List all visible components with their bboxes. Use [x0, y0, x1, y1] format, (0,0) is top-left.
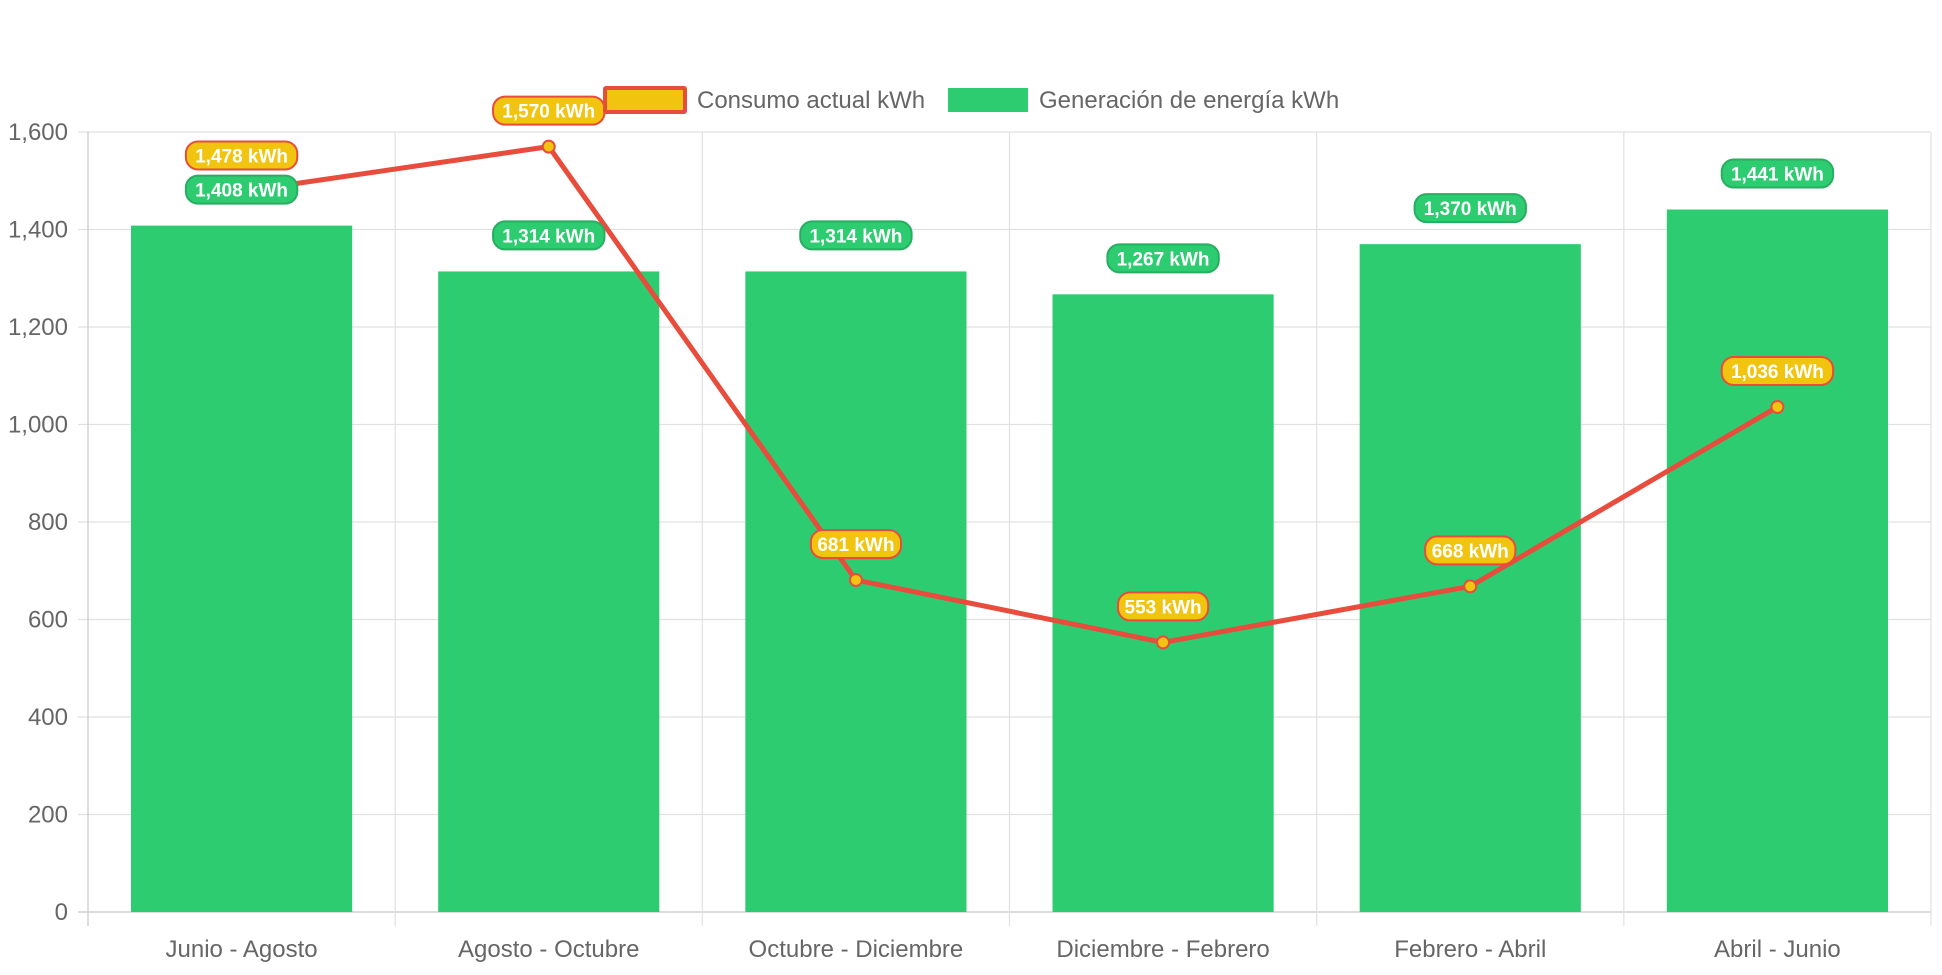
line-value-label-badge: [1424, 535, 1517, 566]
bar-generacion[interactable]: [438, 271, 660, 912]
line-value-label-badge: [809, 529, 903, 560]
point-consumo[interactable]: [1770, 399, 1785, 414]
line-value-label-badge: [1720, 355, 1835, 386]
x-tick-label: Junio - Agosto: [166, 936, 318, 963]
line-value-label-text: 553 kWh: [1125, 597, 1202, 618]
legend-swatch-consumo[interactable]: [603, 86, 687, 114]
bar-generacion[interactable]: [131, 225, 353, 913]
bar-value-label: 1,314 kWh: [799, 220, 913, 251]
y-tick-label: 1,000: [8, 412, 68, 439]
bar-value-label-text: 1,408 kWh: [195, 181, 288, 202]
y-tick-label: 1,400: [8, 217, 68, 244]
bar-generacion[interactable]: [745, 271, 967, 912]
y-tick-label: 600: [28, 607, 68, 634]
line-layer: [234, 139, 1785, 650]
bar-value-label: 1,370 kWh: [1413, 193, 1527, 224]
legend: Consumo actual kWh Generación de energía…: [603, 86, 1339, 114]
line-value-label-text: 668 kWh: [1432, 541, 1509, 562]
x-tick-label: Diciembre - Febrero: [1056, 936, 1269, 963]
legend-label-generacion[interactable]: Generación de energía kWh: [1039, 87, 1339, 114]
bar-value-label-badge: [1106, 243, 1220, 274]
bar-generacion[interactable]: [1359, 244, 1581, 912]
bar-value-label-text: 1,267 kWh: [1117, 249, 1210, 270]
y-tick-label: 200: [28, 802, 68, 829]
line-value-label-text: 681 kWh: [817, 535, 894, 556]
x-tick-label: Octubre - Diciembre: [749, 936, 964, 963]
line-value-label-badge: [184, 140, 299, 171]
bar-value-label-badge: [492, 220, 606, 251]
line-value-label-text: 1,478 kWh: [195, 146, 288, 167]
bar-value-label-text: 1,314 kWh: [502, 226, 595, 247]
bar-value-label-badge: [1413, 193, 1527, 224]
point-consumo[interactable]: [848, 573, 863, 588]
data-label-layer: 1,408 kWh 1,314 kWh 1,314 kWh 1,267 kWh 1,37…: [184, 95, 1835, 622]
bar-value-label: 1,441 kWh: [1720, 158, 1835, 189]
bar-value-label-badge: [1720, 158, 1835, 189]
line-value-label: 553 kWh: [1116, 591, 1210, 622]
point-consumo[interactable]: [1463, 579, 1478, 594]
bar-generacion[interactable]: [1666, 209, 1888, 912]
point-consumo[interactable]: [1156, 635, 1171, 650]
legend-label-consumo[interactable]: Consumo actual kWh: [697, 87, 925, 114]
grid-layer: [78, 131, 1932, 926]
line-value-label: 681 kWh: [809, 529, 903, 560]
y-tick-label: 1,600: [8, 119, 68, 146]
bar-value-label-text: 1,370 kWh: [1424, 199, 1517, 220]
bar-value-label: 1,267 kWh: [1106, 243, 1220, 274]
legend-swatch-generacion[interactable]: [948, 88, 1028, 112]
bar-value-label: 1,314 kWh: [492, 220, 606, 251]
bar-value-label-badge: [799, 220, 913, 251]
axis-layer: 0 200 400 600 800 1,000 1,200 1,400 1,600 Junio -…: [8, 119, 1841, 963]
bar-value-label-badge: [184, 174, 299, 205]
point-consumo[interactable]: [541, 139, 556, 154]
line-value-label: 1,570 kWh: [492, 95, 606, 126]
bar-value-label-text: 1,314 kWh: [809, 226, 902, 247]
line-value-label: 1,478 kWh: [184, 140, 299, 171]
x-tick-label: Agosto - Octubre: [458, 936, 639, 963]
x-tick-label: Febrero - Abril: [1394, 936, 1546, 963]
line-value-label-text: 1,570 kWh: [502, 102, 595, 123]
bar-value-label-text: 1,441 kWh: [1731, 165, 1824, 186]
y-tick-label: 800: [28, 509, 68, 536]
line-consumo: [241, 144, 1779, 645]
y-tick-label: 1,200: [8, 314, 68, 341]
line-value-label-text: 1,036 kWh: [1731, 362, 1824, 383]
x-tick-label: Abril - Junio: [1714, 936, 1841, 963]
line-value-label-badge: [1116, 591, 1210, 622]
y-tick-label: 0: [55, 899, 68, 926]
y-tick-label: 400: [28, 704, 68, 731]
bar-value-label: 1,408 kWh: [184, 174, 299, 205]
line-value-label: 668 kWh: [1424, 535, 1517, 566]
line-value-label: 1,036 kWh: [1720, 355, 1835, 386]
